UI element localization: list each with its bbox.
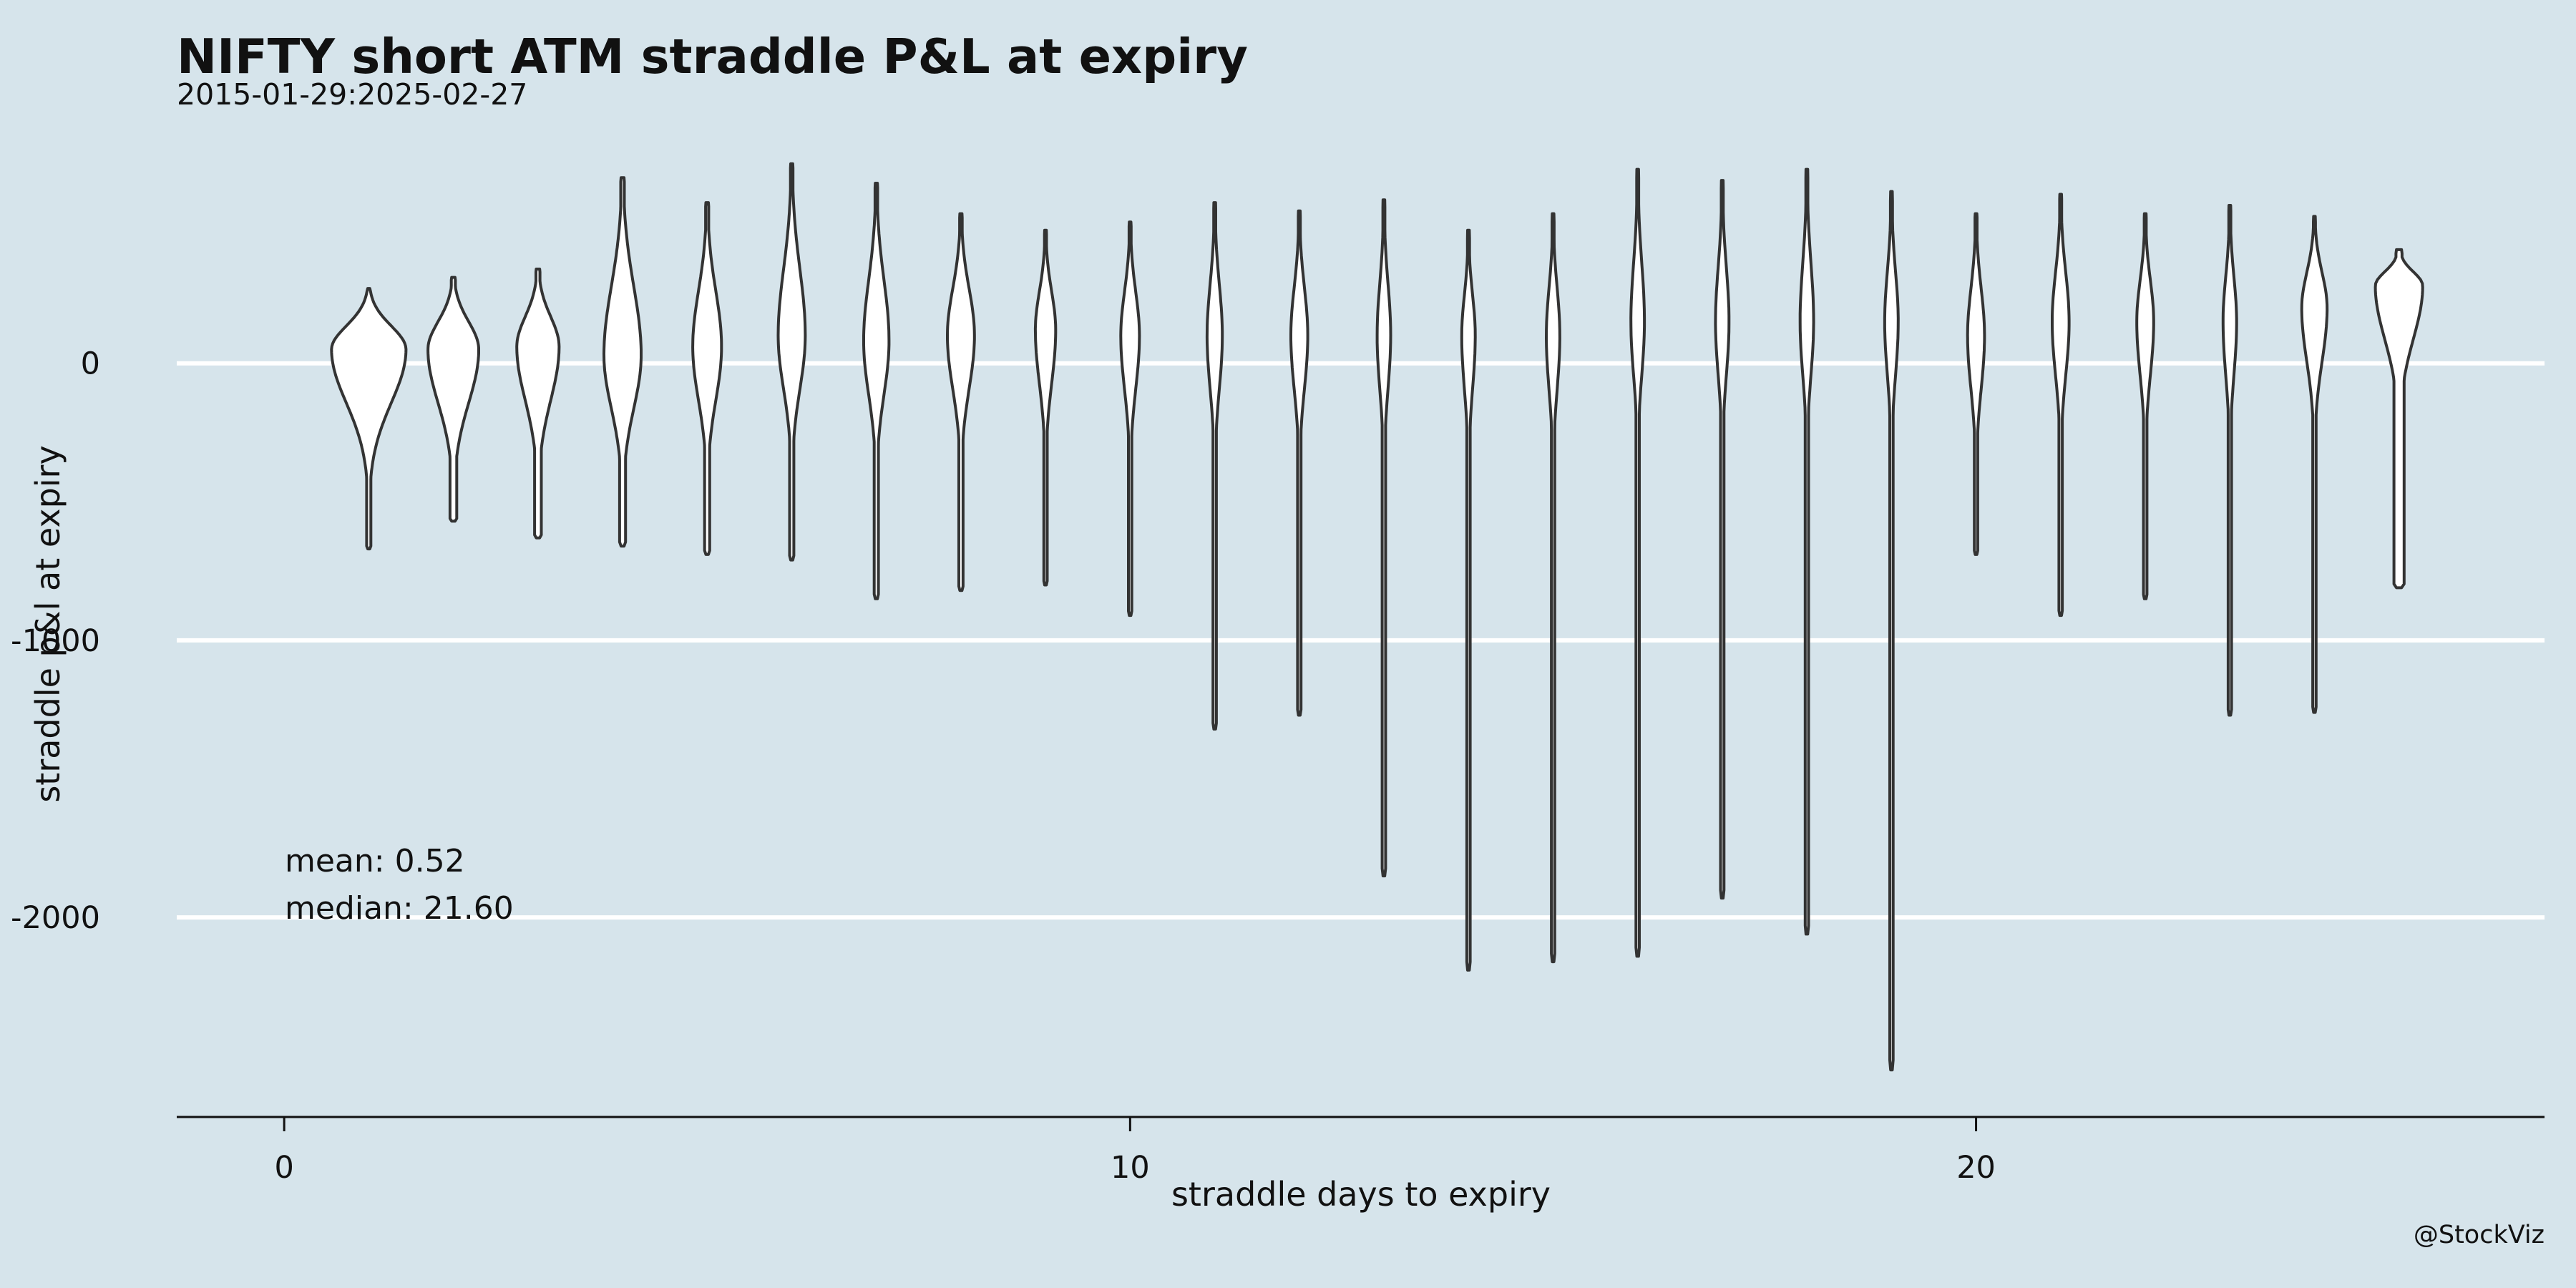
median-annotation: median: 21.60 — [285, 890, 514, 927]
violin-day-15 — [1545, 212, 1561, 964]
violin-day-22 — [2135, 212, 2155, 600]
violin-day-5 — [691, 201, 723, 556]
violin-day-7 — [862, 182, 891, 600]
violin-day-2 — [426, 275, 480, 523]
y-axis-label: straddle p&l at expiry — [29, 445, 67, 802]
x-ticks: 0 10 20 — [274, 1117, 1996, 1186]
violin-day-25 — [2373, 248, 2424, 590]
violin-day-16 — [1629, 167, 1646, 958]
violin-day-12 — [1289, 209, 1309, 717]
violin-day-17 — [1714, 179, 1731, 900]
y-tick-labels: 0 -1000 -2000 — [11, 346, 100, 936]
x-axis-label: straddle days to expiry — [1171, 1175, 1551, 1214]
x-tick-label: 0 — [274, 1150, 293, 1186]
mean-annotation: mean: 0.52 — [285, 843, 465, 879]
chart-subtitle: 2015-01-29:2025-02-27 — [177, 77, 527, 112]
violin-day-10 — [1119, 220, 1141, 618]
x-tick-label: 10 — [1111, 1150, 1150, 1186]
violin-day-1 — [330, 287, 408, 551]
y-tick-label: 0 — [81, 346, 100, 382]
violins — [330, 162, 2424, 1072]
violin-day-21 — [2051, 192, 2071, 618]
violin-day-24 — [2300, 215, 2329, 714]
violin-day-11 — [1205, 201, 1224, 731]
violin-day-18 — [1798, 167, 1815, 936]
gridlines — [177, 361, 2545, 920]
violin-day-23 — [2221, 204, 2238, 717]
violin-day-6 — [776, 162, 807, 562]
violin-day-4 — [602, 176, 643, 548]
chart-title: NIFTY short ATM straddle P&L at expiry — [177, 29, 1248, 84]
violin-day-14 — [1460, 228, 1477, 972]
x-tick-label: 20 — [1956, 1150, 1996, 1186]
violin-day-9 — [1033, 228, 1058, 587]
y-tick-label: -1000 — [11, 623, 100, 659]
violin-day-13 — [1375, 198, 1392, 878]
y-tick-label: -2000 — [11, 900, 100, 936]
chart-caption: @StockViz — [2414, 1221, 2545, 1249]
violin-day-20 — [1966, 212, 1986, 556]
violin-day-3 — [515, 268, 561, 540]
violin-day-19 — [1883, 190, 1900, 1072]
violin-day-8 — [946, 212, 976, 592]
